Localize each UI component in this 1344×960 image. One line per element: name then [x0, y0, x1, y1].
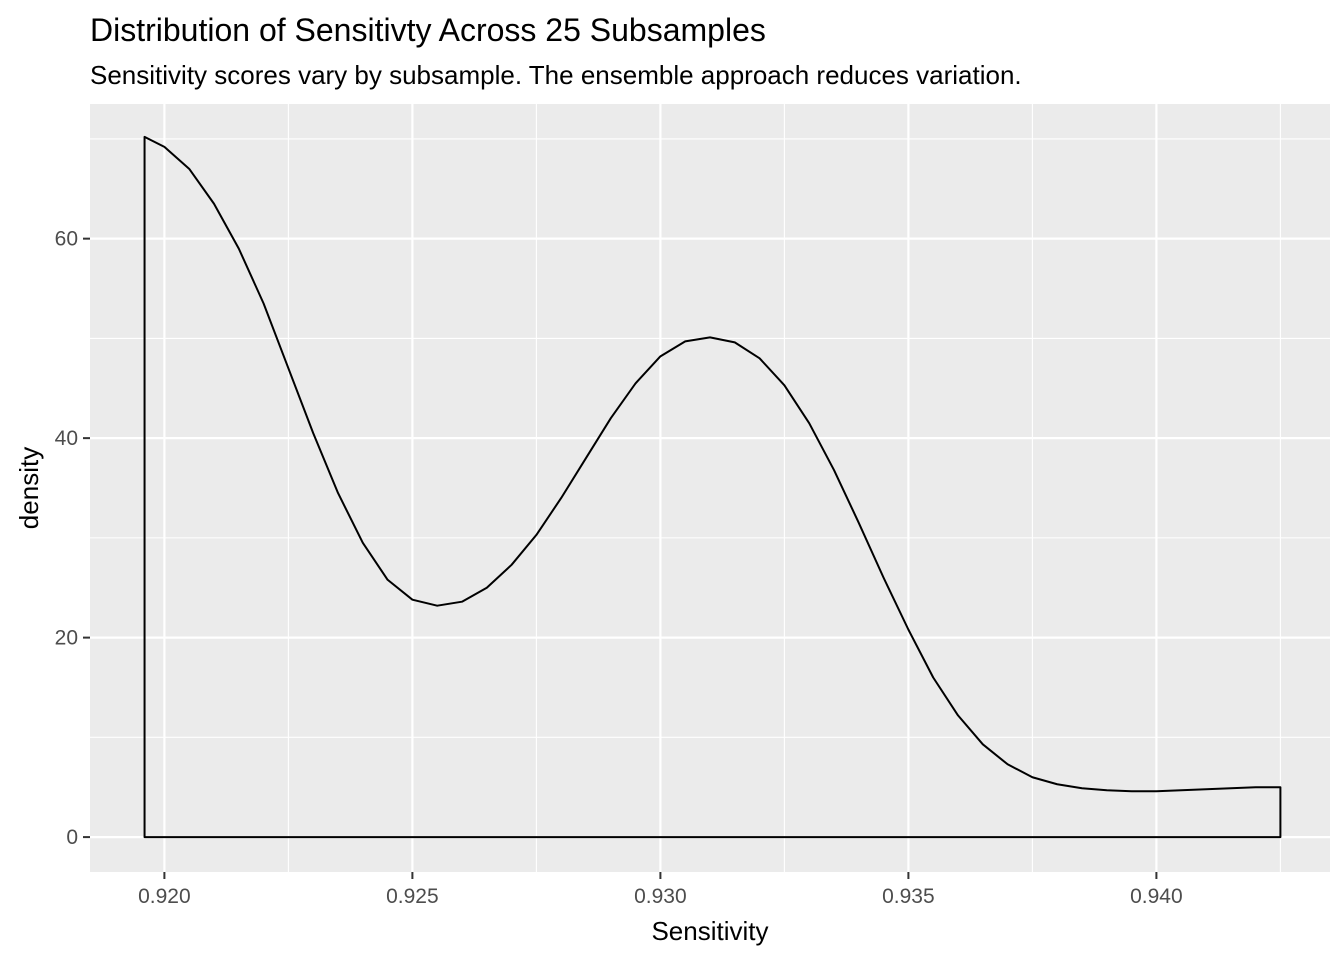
x-tick-label: 0.930	[634, 885, 687, 908]
y-tick-label: 0	[66, 826, 78, 849]
grid-minor	[90, 104, 1330, 872]
y-tick-label: 60	[55, 228, 78, 251]
x-tick-label: 0.940	[1130, 885, 1183, 908]
y-axis-title: density	[14, 447, 44, 529]
x-tick-label: 0.925	[386, 885, 439, 908]
x-axis-title: Sensitivity	[651, 916, 768, 946]
x-tick-label: 0.935	[882, 885, 935, 908]
plot-panel	[90, 104, 1330, 872]
x-axis-ticks: 0.920 0.925 0.930 0.935 0.940	[138, 872, 1183, 908]
density-curve-0	[143, 135, 1282, 839]
y-tick-label: 40	[55, 427, 78, 450]
chart-subtitle: Sensitivity scores vary by subsample. Th…	[90, 60, 1022, 90]
series-layer	[143, 135, 1282, 839]
y-axis-ticks: 0 20 40 60	[55, 228, 90, 849]
x-tick-label: 0.920	[138, 885, 191, 908]
chart-title: Distribution of Sensitivty Across 25 Sub…	[90, 12, 766, 48]
y-tick-label: 20	[55, 627, 78, 650]
